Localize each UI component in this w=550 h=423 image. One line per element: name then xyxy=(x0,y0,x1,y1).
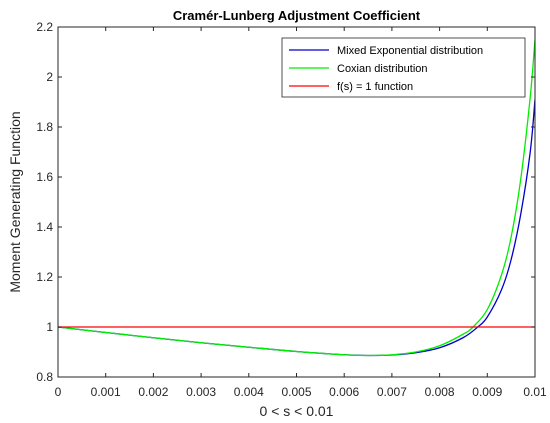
y-tick-label: 1.2 xyxy=(36,270,53,284)
x-tick-label: 0.009 xyxy=(472,385,502,399)
legend: Mixed Exponential distribution Coxian di… xyxy=(281,37,526,98)
series-layer xyxy=(58,39,535,357)
x-tick-label: 0.001 xyxy=(91,385,121,399)
y-tick-label: 1.8 xyxy=(36,120,53,134)
legend-label-coxian: Coxian distribution xyxy=(337,63,428,75)
series-line-coxian xyxy=(58,39,535,357)
legend-label-mixed-exponential: Mixed Exponential distribution xyxy=(337,45,483,57)
legend-label-f-equals-1: f(s) = 1 function xyxy=(337,81,413,93)
y-axis-ticks: 0.8 1 1.2 1.4 1.6 1.8 2 2.2 xyxy=(36,20,535,384)
x-tick-label: 0.002 xyxy=(138,385,168,399)
x-tick-label: 0.005 xyxy=(281,385,311,399)
x-tick-label: 0.003 xyxy=(186,385,216,399)
y-tick-label: 2.2 xyxy=(36,20,53,34)
x-tick-label: 0 xyxy=(55,385,62,399)
x-tick-label: 0.01 xyxy=(523,385,547,399)
x-tick-label: 0.006 xyxy=(329,385,359,399)
y-tick-label: 1 xyxy=(46,320,53,334)
chart-title: Cramér-Lunberg Adjustment Coefficient xyxy=(173,8,421,23)
x-axis-label: 0 < s < 0.01 xyxy=(260,403,334,419)
x-tick-label: 0.008 xyxy=(425,385,455,399)
x-tick-label: 0.007 xyxy=(377,385,407,399)
x-tick-label: 0.004 xyxy=(234,385,264,399)
y-tick-label: 2 xyxy=(46,70,53,84)
y-tick-label: 0.8 xyxy=(36,370,53,384)
y-axis-label: Moment Generating Function xyxy=(7,111,23,292)
y-tick-label: 1.6 xyxy=(36,170,53,184)
x-axis-ticks: 0 0.001 0.002 0.003 0.004 0.005 0.006 0.007 0.00… xyxy=(55,27,547,399)
y-tick-label: 1.4 xyxy=(36,220,53,234)
